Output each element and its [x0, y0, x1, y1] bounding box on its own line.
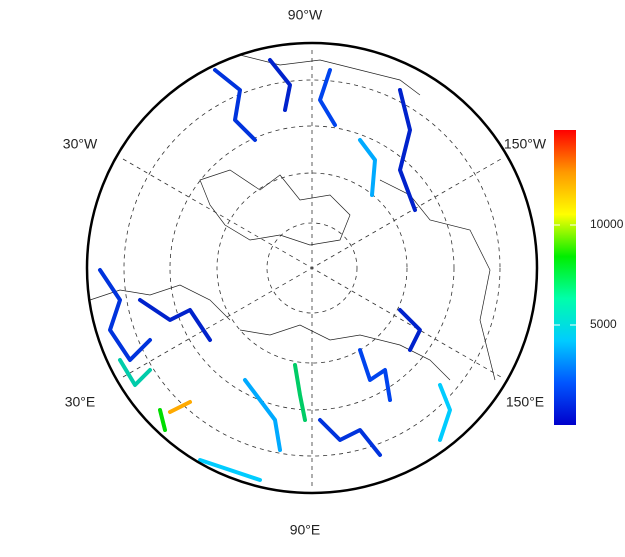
colorbar-tick-label: 5000: [590, 317, 617, 331]
lon-label: 30°E: [65, 394, 96, 410]
lon-label: 90°E: [290, 522, 321, 538]
lon-label: 30°W: [63, 136, 98, 152]
colorbar-tick-label: 10000: [590, 217, 624, 231]
polar-map: [87, 43, 537, 493]
lon-label: 150°E: [506, 394, 544, 410]
lon-label: 90°W: [288, 7, 323, 23]
rivers: [98, 58, 452, 482]
colorbar: [554, 130, 576, 425]
longitude-labels: 90°W 30°W 150°W 30°E 90°E 150°E: [63, 7, 547, 538]
lon-label: 150°W: [504, 136, 547, 152]
map-border: [85, 41, 539, 495]
graticule: [122, 50, 502, 486]
